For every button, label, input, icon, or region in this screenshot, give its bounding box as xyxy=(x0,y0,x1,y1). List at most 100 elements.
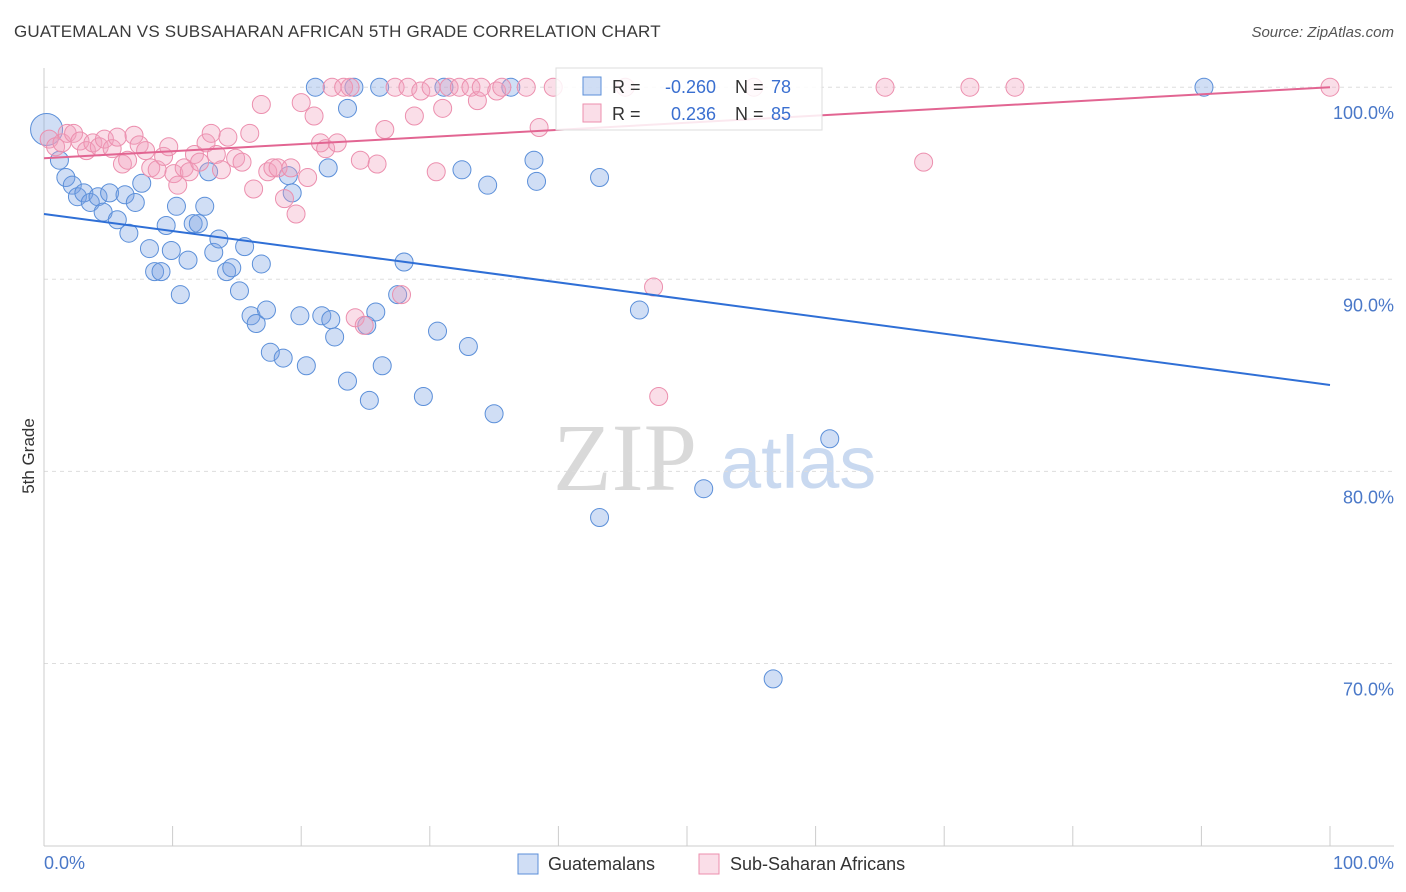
subsaharan-point xyxy=(291,93,311,113)
stats-swatch-pink xyxy=(582,103,602,123)
subsaharan-point xyxy=(281,158,301,178)
subsaharan-point xyxy=(39,129,59,149)
guatemalans-point xyxy=(296,356,316,376)
guatemalans-point xyxy=(1194,77,1214,97)
stats-r-value-pink: 0.236 xyxy=(671,104,716,124)
guatemalans-point xyxy=(290,306,310,326)
guatemalans-point xyxy=(183,214,203,234)
y-tick-labels: 70.0% 80.0% 90.0% 100.0% xyxy=(1333,103,1394,699)
guatemalans-point xyxy=(132,173,152,193)
guatemalans-point xyxy=(763,669,783,689)
subsaharan-point xyxy=(340,77,360,97)
guatemalans-point xyxy=(273,348,293,368)
guatemalans-point xyxy=(370,77,390,97)
x-ticks xyxy=(43,826,1331,846)
guatemalans-point xyxy=(246,313,266,333)
subsaharan-point xyxy=(107,127,127,147)
subsaharan-point xyxy=(529,118,549,138)
axes xyxy=(43,68,1394,847)
trend-lines xyxy=(43,86,1331,386)
guatemalans-point xyxy=(217,262,237,282)
guatemalans-point xyxy=(195,196,215,216)
subsaharan-point xyxy=(232,152,252,172)
subsaharan-point xyxy=(240,123,260,143)
guatemalans-point xyxy=(337,98,357,118)
guatemalans-point xyxy=(145,262,165,282)
subsaharan-point xyxy=(367,154,387,174)
legend-label-guatemalans: Guatemalans xyxy=(548,854,655,874)
subsaharan-point xyxy=(439,77,459,97)
subsaharan-point xyxy=(251,94,271,114)
stats-r-value-blue: -0.260 xyxy=(665,77,716,97)
subsaharan-point xyxy=(914,152,934,172)
subsaharan-point xyxy=(102,139,122,159)
subsaharan-point xyxy=(487,81,507,101)
subsaharan-point xyxy=(449,77,469,97)
chart-title: GUATEMALAN VS SUBSAHARAN AFRICAN 5TH GRA… xyxy=(14,22,661,41)
guatemalans-point xyxy=(590,508,610,528)
subsaharan-point xyxy=(124,125,144,145)
subsaharan-point xyxy=(960,77,980,97)
y-tick-label: 90.0% xyxy=(1343,295,1394,315)
y-tick-label: 100.0% xyxy=(1333,103,1394,123)
subsaharan-point xyxy=(426,162,446,182)
x-tick-label-max: 100.0% xyxy=(1333,853,1394,873)
legend-swatch-guatemalans xyxy=(517,853,539,875)
legend-swatch-subsaharan xyxy=(698,853,720,875)
grid-lines xyxy=(44,86,1394,665)
guatemalans-point xyxy=(119,223,139,243)
subsaharan-point xyxy=(516,77,536,97)
guatemalans-point xyxy=(251,254,271,274)
guatemalans-point xyxy=(524,150,544,170)
stats-r-label-pink: R = xyxy=(612,104,641,124)
subsaharan-point xyxy=(201,123,221,143)
guatemalans-point xyxy=(115,185,135,205)
guatemalans-point xyxy=(366,302,386,322)
subsaharan-point xyxy=(471,77,491,97)
subsaharan-point xyxy=(218,127,238,147)
subsaharan-point xyxy=(244,179,264,199)
y-axis-label: 5th Grade xyxy=(19,418,38,494)
subsaharan-point xyxy=(164,164,184,184)
stats-r-label-blue: R = xyxy=(612,77,641,97)
watermark-zip: ZIP xyxy=(553,404,697,511)
subsaharan-point xyxy=(375,119,395,139)
subsaharan-point xyxy=(392,285,412,305)
guatemalans-point xyxy=(125,192,145,212)
guatemalans-point xyxy=(166,196,186,216)
subsaharan-point xyxy=(421,77,441,97)
guatemalans-point xyxy=(161,240,181,260)
subsaharan-point xyxy=(274,189,294,209)
subsaharan-point xyxy=(316,139,336,159)
stats-swatch-blue xyxy=(582,76,602,96)
subsaharan-point xyxy=(298,167,318,187)
subsaharan-point xyxy=(411,81,431,101)
stats-n-value-blue: 78 xyxy=(771,77,791,97)
subsaharan-point xyxy=(354,315,374,335)
subsaharan-point xyxy=(404,106,424,126)
guatemalans-point xyxy=(62,175,82,195)
guatemalans-point xyxy=(694,479,714,499)
guatemalans-point xyxy=(372,356,392,376)
guatemalans-point xyxy=(318,158,338,178)
subsaharan-point xyxy=(141,158,161,178)
subsaharan-point xyxy=(258,162,278,182)
subsaharan-point xyxy=(433,98,453,118)
guatemalans-point xyxy=(178,250,198,270)
x-tick-label-min: 0.0% xyxy=(44,853,85,873)
watermark-atlas: atlas xyxy=(720,421,876,504)
guatemalans-point xyxy=(359,390,379,410)
subsaharan-point xyxy=(334,77,354,97)
subsaharan-point xyxy=(136,141,156,161)
stats-n-label-blue: N = xyxy=(735,77,764,97)
y-tick-label: 80.0% xyxy=(1343,487,1394,507)
guatemalans-point xyxy=(337,371,357,391)
guatemalans-point xyxy=(188,214,208,234)
guatemalans-point xyxy=(452,160,472,180)
legend-label-subsaharan: Sub-Saharan Africans xyxy=(730,854,905,874)
guatemalans-point xyxy=(820,429,840,449)
subsaharan-point xyxy=(492,77,512,97)
subsaharan-point xyxy=(112,154,132,174)
stats-box-frame xyxy=(555,67,823,131)
